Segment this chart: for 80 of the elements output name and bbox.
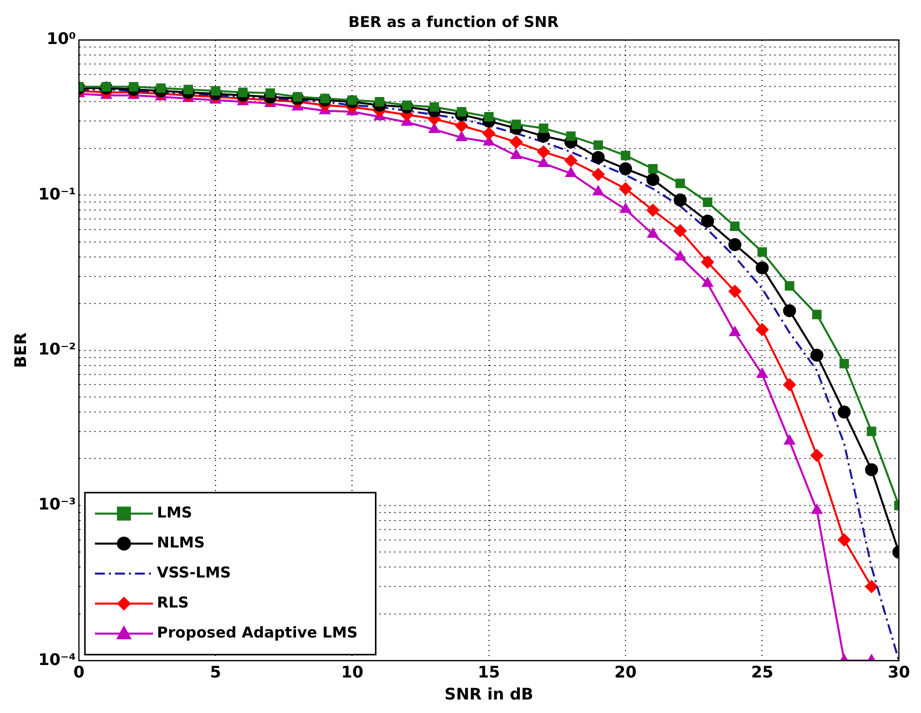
point	[210, 86, 220, 96]
point	[784, 281, 794, 291]
point	[537, 145, 550, 158]
point	[701, 256, 714, 269]
x-tick-label: 15	[478, 662, 500, 682]
point	[538, 156, 550, 167]
point	[619, 182, 632, 196]
point	[756, 368, 768, 378]
x-tick-label: 25	[751, 662, 774, 682]
point	[701, 214, 714, 228]
point	[566, 131, 576, 141]
point	[619, 162, 632, 176]
point	[702, 198, 712, 207]
point	[592, 150, 605, 164]
y-axis-title: BER	[10, 332, 30, 368]
point	[865, 580, 878, 594]
point	[839, 358, 849, 368]
point	[865, 463, 878, 476]
x-tick-label: 20	[614, 662, 637, 682]
point	[756, 323, 769, 336]
point	[866, 426, 876, 436]
legend-label: NLMS	[156, 533, 205, 552]
point	[728, 238, 742, 252]
y-tick-label: 10⁰	[46, 29, 76, 48]
point	[128, 82, 138, 92]
point	[510, 136, 523, 149]
x-tick-label: 0	[73, 662, 84, 682]
x-tick-label: 5	[210, 662, 222, 682]
legend-label: LMS	[156, 503, 192, 522]
point	[838, 533, 851, 546]
point	[456, 131, 468, 142]
point	[647, 228, 659, 238]
point	[811, 504, 823, 514]
point	[292, 92, 302, 102]
point	[592, 185, 604, 196]
point	[592, 168, 605, 181]
point	[648, 164, 658, 174]
point	[564, 154, 578, 168]
point	[646, 173, 660, 186]
point	[838, 406, 851, 419]
point	[784, 434, 796, 445]
y-tick-label: 10⁻³	[38, 494, 76, 514]
point	[729, 326, 741, 336]
point	[783, 378, 796, 392]
y-tick-label: 10⁻⁴	[38, 650, 76, 669]
point	[810, 348, 824, 362]
point	[674, 194, 687, 207]
point	[510, 149, 522, 160]
point	[538, 123, 548, 133]
point	[757, 247, 767, 257]
legend-label: VSS-LMS	[156, 563, 231, 582]
point	[730, 222, 740, 232]
point	[728, 284, 742, 298]
point	[674, 250, 686, 260]
point	[812, 310, 822, 320]
point	[238, 88, 248, 98]
point	[565, 166, 577, 177]
x-tick-label: 10	[341, 662, 364, 682]
point	[620, 202, 632, 213]
point	[756, 261, 769, 274]
point	[620, 150, 630, 160]
point	[484, 112, 494, 122]
y-tick-label: 10⁻¹	[38, 184, 76, 204]
point	[482, 126, 496, 140]
point	[646, 204, 660, 217]
point	[675, 178, 685, 188]
point	[783, 304, 796, 318]
chart-title: BER as a function of SNR	[348, 12, 560, 31]
point	[593, 140, 603, 150]
point	[374, 97, 384, 106]
point	[674, 224, 687, 238]
x-tick-label: 30	[888, 662, 910, 682]
x-axis-title: SNR in dB	[444, 684, 534, 704]
legend-label: RLS	[156, 593, 189, 612]
point	[810, 448, 824, 462]
point	[702, 276, 714, 287]
y-tick-label: 10⁻²	[38, 339, 76, 358]
point	[455, 119, 468, 132]
point	[156, 83, 166, 93]
legend-label: Proposed Adaptive LMS	[156, 623, 358, 642]
